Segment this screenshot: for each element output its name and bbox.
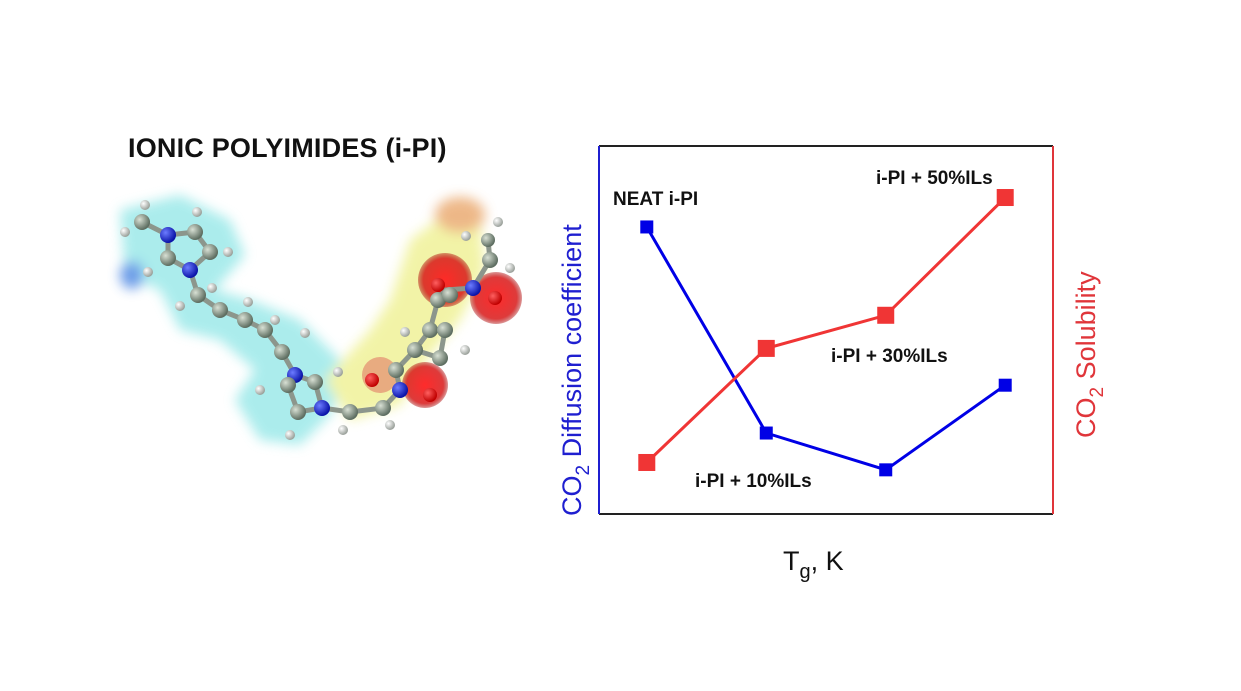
- annotation-50pct: i-PI + 50%ILs: [876, 168, 993, 189]
- x-axis-label: Tg, K: [783, 546, 844, 583]
- data-point-marker: [998, 378, 1012, 392]
- series-layer: [638, 189, 1014, 477]
- annotation-10pct: i-PI + 10%ILs: [695, 471, 812, 492]
- series-line-solubility: [645, 196, 1007, 464]
- annotation-neat: NEAT i-PI: [613, 189, 698, 210]
- data-point-marker: [757, 339, 775, 357]
- data-point-marker: [877, 306, 895, 324]
- data-point-marker: [879, 463, 893, 477]
- right-axis-label: CO2 Solubility: [1071, 271, 1108, 438]
- figure-title: IONIC POLYIMIDES (i-PI): [128, 133, 447, 163]
- annotation-30pct: i-PI + 30%ILs: [831, 346, 948, 367]
- left-axis-label: CO2 Diffusion coefficient: [557, 224, 594, 516]
- molecule-illustration-icon: [120, 195, 522, 445]
- data-point-marker: [996, 189, 1014, 207]
- data-point-marker: [638, 453, 656, 471]
- series-line-diffusion: [645, 226, 1007, 472]
- data-point-marker: [640, 220, 654, 234]
- data-point-marker: [759, 426, 773, 440]
